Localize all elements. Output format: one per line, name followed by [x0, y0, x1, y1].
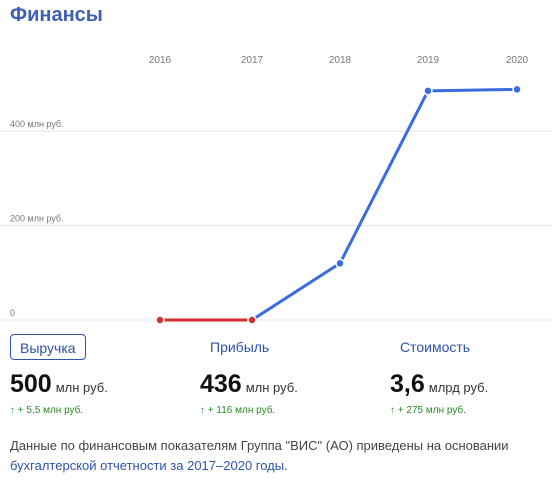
- chart-lines: [158, 87, 519, 322]
- revenue-value: 500 млн руб.: [10, 370, 108, 399]
- tab-profit[interactable]: Прибыль: [210, 339, 270, 355]
- x-axis-ticks: 2016 2017 2018 2019 2020: [149, 55, 529, 66]
- tab-revenue[interactable]: Выручка: [10, 334, 86, 360]
- revenue-change: ↑ + 5,5 млн руб.: [10, 405, 84, 416]
- revenue-unit: млн руб.: [55, 380, 108, 395]
- y-tick-label: 200 млн руб.: [10, 214, 64, 224]
- cost-amount: 3,6: [390, 370, 425, 398]
- note-text: Данные по финансовым показателям Группа …: [10, 438, 509, 453]
- profit-change: ↑ + 116 млн руб.: [200, 405, 276, 416]
- data-point: [335, 258, 345, 269]
- source-note: Данные по финансовым показателям Группа …: [10, 436, 540, 476]
- line-segment: [250, 261, 342, 322]
- report-link[interactable]: бухгалтерской отчетности за 2017–2020 го…: [10, 458, 285, 473]
- chart-points: [155, 84, 522, 325]
- cost-value: 3,6 млрд руб.: [390, 370, 488, 399]
- profit-amount: 436: [200, 370, 242, 398]
- note-end: .: [284, 458, 288, 473]
- cost-unit: млрд руб.: [428, 380, 489, 395]
- cost-change: ↑ + 275 млн руб.: [390, 405, 466, 416]
- y-tick-label: 0: [10, 308, 15, 318]
- y-tick-label: 400 млн руб.: [10, 119, 64, 129]
- tab-cost[interactable]: Стоимость: [400, 339, 471, 355]
- x-tick-label: 2019: [417, 55, 440, 66]
- y-axis-ticks: 0 200 млн руб. 400 млн руб.: [10, 119, 64, 318]
- section-title: Финансы: [10, 4, 103, 26]
- chart-grid: [0, 130, 552, 321]
- x-tick-label: 2016: [149, 55, 172, 66]
- data-point: [155, 315, 165, 325]
- x-tick-label: 2020: [506, 55, 529, 66]
- profit-unit: млн руб.: [245, 380, 298, 395]
- data-point: [247, 315, 257, 325]
- data-point: [512, 84, 522, 95]
- x-tick-label: 2018: [329, 55, 352, 66]
- revenue-amount: 500: [10, 370, 52, 398]
- profit-value: 436 млн руб.: [200, 370, 298, 399]
- line-segment: [338, 89, 430, 265]
- x-tick-label: 2017: [241, 55, 264, 66]
- data-point: [423, 86, 433, 96]
- line-chart: 2016 2017 2018 2019 2020 0 200 млн руб. 400 мл…: [0, 55, 552, 325]
- line-segment: [426, 87, 519, 93]
